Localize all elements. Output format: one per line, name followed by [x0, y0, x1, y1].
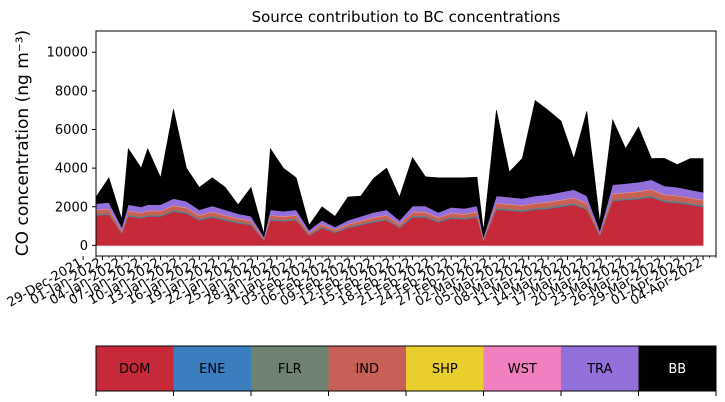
y-axis: 0 2000 4000 6000 8000 10000 [47, 46, 96, 254]
legend-label-ene: ENE [199, 362, 225, 377]
chart-title: Source contribution to BC concentrations [252, 8, 561, 26]
legend: DOM ENE FLR IND SHP WST TRA BB [95, 345, 717, 396]
legend-label-tra: TRA [586, 362, 612, 377]
stacked-areas [95, 99, 704, 246]
legend-label-bb: BB [668, 362, 686, 377]
legend-swatch-ene [173, 346, 251, 391]
y-tick-label: 2000 [55, 200, 88, 215]
legend-label-flr: FLR [278, 362, 302, 377]
plot-area: 0 2000 4000 6000 8000 10000 29-Dec-202101-Jan… [5, 30, 717, 311]
y-tick-label: 10000 [47, 46, 88, 61]
legend-swatch-bb [638, 346, 716, 391]
legend-swatch-tra [561, 346, 639, 391]
y-tick-label: 6000 [55, 123, 88, 138]
legend-swatch-wst [483, 346, 561, 391]
y-tick-label: 0 [80, 239, 88, 254]
legend-label-dom: DOM [119, 362, 150, 377]
y-tick-label: 8000 [55, 84, 88, 99]
y-axis-label: CO concentration (ng m⁻³) [13, 30, 33, 256]
area-bb [95, 99, 704, 238]
legend-swatch-ind [328, 346, 406, 391]
legend-swatch-dom [96, 346, 174, 391]
x-axis: 29-Dec-202101-Jan-202204-Jan-202207-Jan-… [5, 255, 717, 311]
legend-label-wst: WST [508, 362, 537, 377]
legend-label-shp: SHP [432, 362, 458, 377]
legend-label-ind: IND [355, 362, 379, 377]
y-tick-label: 4000 [55, 162, 88, 177]
legend-swatch-shp [406, 346, 484, 391]
legend-swatch-flr [251, 346, 329, 391]
